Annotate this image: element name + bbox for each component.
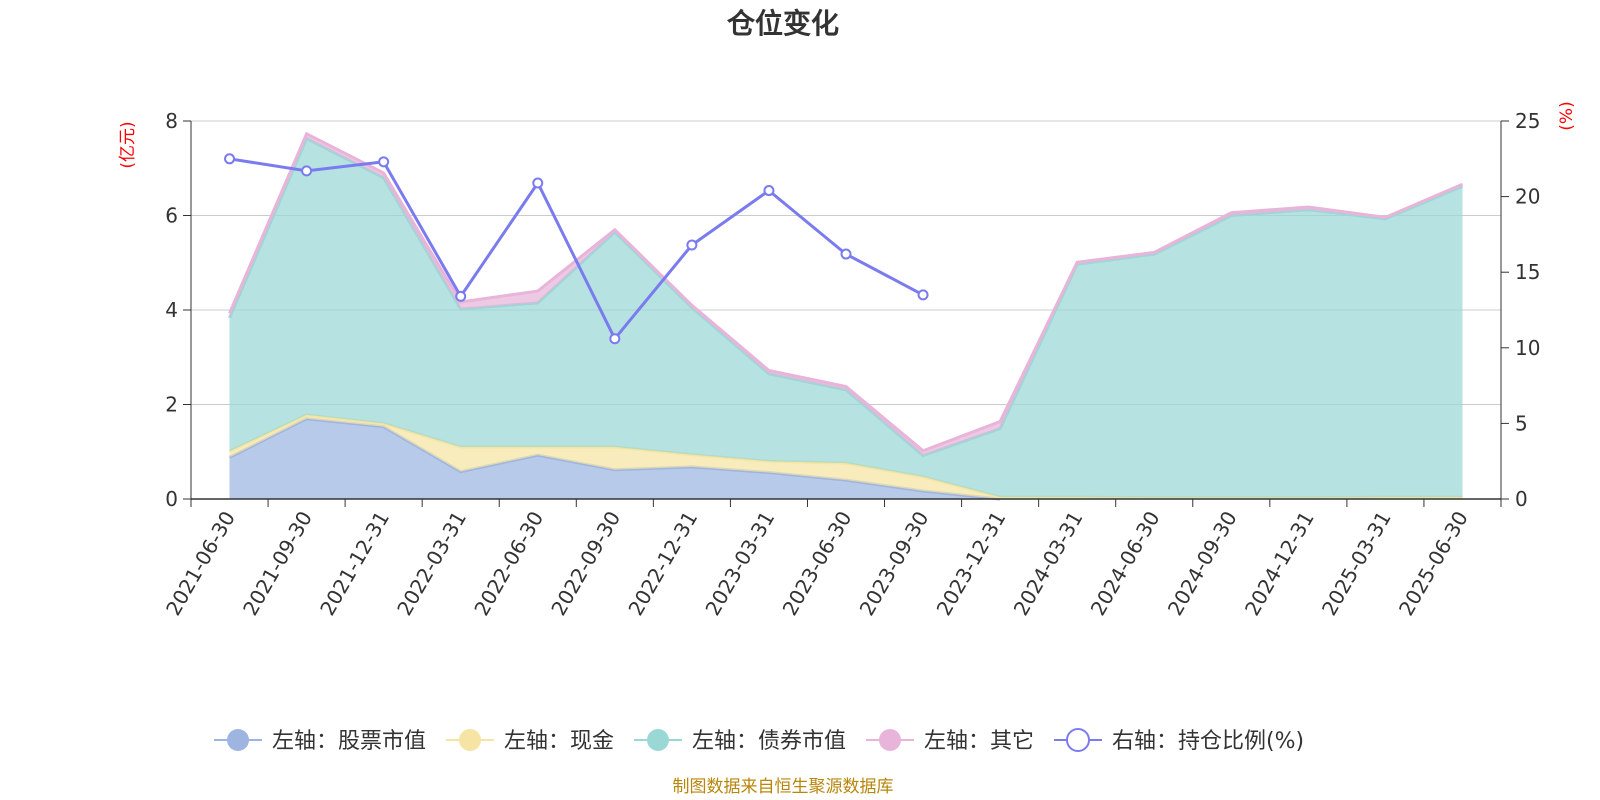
- left-tick-label: 0: [165, 487, 178, 511]
- chart-title: 仓位变化: [727, 7, 839, 40]
- area-左轴：现金: [229, 414, 1463, 499]
- right-tick-label: 5: [1515, 411, 1528, 435]
- left-tick-label: 6: [165, 204, 178, 228]
- x-tick-label: 2024-06-30: [1086, 507, 1165, 620]
- x-tick-label: 2023-06-30: [777, 507, 856, 620]
- x-tick-label: 2025-06-30: [1394, 507, 1473, 620]
- ratio-line-path: [229, 157, 924, 342]
- legend[interactable]: 左轴：股票市值 左轴：现金 左轴：债券市值 左轴：其它 右轴：持仓比例(%): [214, 728, 1304, 754]
- ratio-point: [686, 239, 698, 251]
- area-top-左轴：其它: [228, 131, 1464, 453]
- x-tick-label: 2022-03-31: [392, 507, 471, 620]
- ratio-point: [301, 165, 313, 177]
- x-tick-label: 2021-09-30: [238, 507, 317, 620]
- x-tick-label: 2025-03-31: [1317, 507, 1396, 620]
- x-tick-label: 2024-09-30: [1163, 507, 1242, 620]
- right-tick-label: 10: [1515, 336, 1540, 360]
- x-tick-label: 2023-12-31: [932, 507, 1011, 620]
- legend-label: 右轴：持仓比例(%): [1112, 729, 1304, 754]
- right-tick-label: 20: [1515, 185, 1540, 209]
- ratio-point: [224, 153, 236, 165]
- legend-marker: [647, 729, 669, 751]
- right-axis-unit: (%): [1557, 101, 1577, 130]
- legend-marker: [1066, 728, 1090, 752]
- legend-marker: [879, 729, 901, 751]
- left-tick-label: 4: [165, 298, 178, 322]
- right-tick-label: 0: [1515, 487, 1528, 511]
- ratio-point: [532, 177, 544, 189]
- x-tick-label: 2022-12-31: [623, 507, 702, 620]
- legend-item[interactable]: 右轴：持仓比例(%): [1054, 728, 1304, 754]
- left-axis-unit: (亿元): [118, 121, 138, 168]
- legend-item[interactable]: 左轴：其它: [866, 729, 1034, 754]
- ratio-point: [840, 248, 852, 260]
- area-左轴：债券市值: [229, 138, 1463, 498]
- x-tick-label: 2022-09-30: [546, 507, 625, 620]
- ratio-point: [609, 333, 621, 345]
- right-tick-label: 25: [1515, 109, 1540, 133]
- source-note: 制图数据来自恒生聚源数据库: [673, 777, 894, 797]
- legend-label: 左轴：债券市值: [692, 729, 846, 754]
- stacked-areas: [228, 131, 1464, 501]
- ratio-point: [763, 185, 775, 197]
- legend-item[interactable]: 左轴：现金: [446, 729, 614, 754]
- ratio-line: [224, 153, 929, 345]
- x-tick-label: 2024-03-31: [1009, 507, 1088, 620]
- area-左轴：股票市值: [229, 418, 1001, 499]
- x-tick-label: 2024-12-31: [1240, 507, 1319, 620]
- left-tick-label: 2: [165, 393, 178, 417]
- ratio-point: [455, 290, 467, 302]
- legend-label: 左轴：现金: [504, 729, 614, 754]
- x-tick-label: 2023-09-30: [855, 507, 934, 620]
- right-tick-label: 15: [1515, 260, 1540, 284]
- x-tick-label: 2023-03-31: [700, 507, 779, 620]
- x-tick-label: 2022-06-30: [469, 507, 548, 620]
- legend-label: 左轴：其它: [924, 729, 1034, 754]
- legend-item[interactable]: 左轴：股票市值: [214, 729, 426, 754]
- ratio-point: [917, 289, 929, 301]
- left-tick-label: 8: [165, 109, 178, 133]
- x-tick-label: 2021-12-31: [315, 507, 394, 620]
- legend-item[interactable]: 左轴：债券市值: [634, 729, 846, 754]
- ratio-point: [378, 156, 390, 168]
- legend-marker: [227, 729, 249, 751]
- legend-marker: [459, 729, 481, 751]
- legend-label: 左轴：股票市值: [272, 729, 426, 754]
- x-tick-label: 2021-06-30: [161, 507, 240, 620]
